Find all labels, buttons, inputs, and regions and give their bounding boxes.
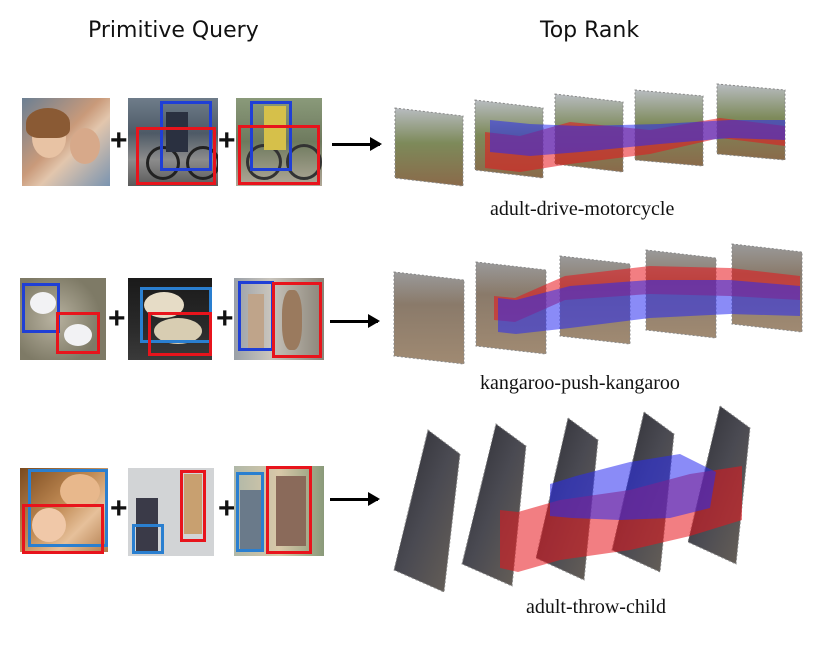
primitive-query-header: Primitive Query <box>88 18 259 43</box>
top-rank-video-row-2 <box>393 243 803 365</box>
top-rank-video-row-3 <box>393 405 751 593</box>
row-caption: kangaroo-push-kangaroo <box>480 372 680 394</box>
right-arrow <box>330 314 380 328</box>
object-box <box>148 312 212 356</box>
subject-box <box>250 101 292 171</box>
plus-sign: + <box>218 492 236 525</box>
subject-tube <box>490 120 785 156</box>
query-image-kangaroo <box>234 278 324 360</box>
query-image-children <box>22 98 110 186</box>
object-box <box>272 282 322 358</box>
object-box <box>266 466 312 554</box>
object-box <box>22 504 104 554</box>
subject-tube <box>550 454 716 520</box>
video-frame <box>393 429 461 593</box>
object-box <box>136 127 216 185</box>
plus-sign: + <box>216 302 234 335</box>
alt-box <box>28 469 108 547</box>
top-rank-video-row-1 <box>394 83 786 187</box>
video-frame <box>393 271 465 365</box>
plus-sign: + <box>110 124 128 157</box>
plus-sign: + <box>108 302 126 335</box>
query-image-bicycle-rider <box>128 98 218 186</box>
plus-sign: + <box>110 492 128 525</box>
object-box <box>180 470 206 542</box>
video-frame <box>394 107 464 187</box>
alt-box <box>132 524 164 554</box>
subject-box <box>22 283 60 333</box>
subject-tube <box>498 280 800 334</box>
query-image-mother-baby <box>20 468 108 552</box>
right-arrow <box>332 137 382 151</box>
object-box <box>56 312 100 354</box>
object-box <box>238 125 320 185</box>
row-caption: adult-drive-motorcycle <box>490 198 675 220</box>
query-image-rabbits <box>20 278 106 360</box>
subject-box <box>160 101 212 171</box>
subject-box <box>238 281 274 351</box>
right-arrow <box>330 492 380 506</box>
row-caption: adult-throw-child <box>526 596 666 618</box>
alt-box <box>236 472 264 552</box>
top-rank-header: Top Rank <box>540 18 640 43</box>
plus-sign: + <box>218 124 236 157</box>
